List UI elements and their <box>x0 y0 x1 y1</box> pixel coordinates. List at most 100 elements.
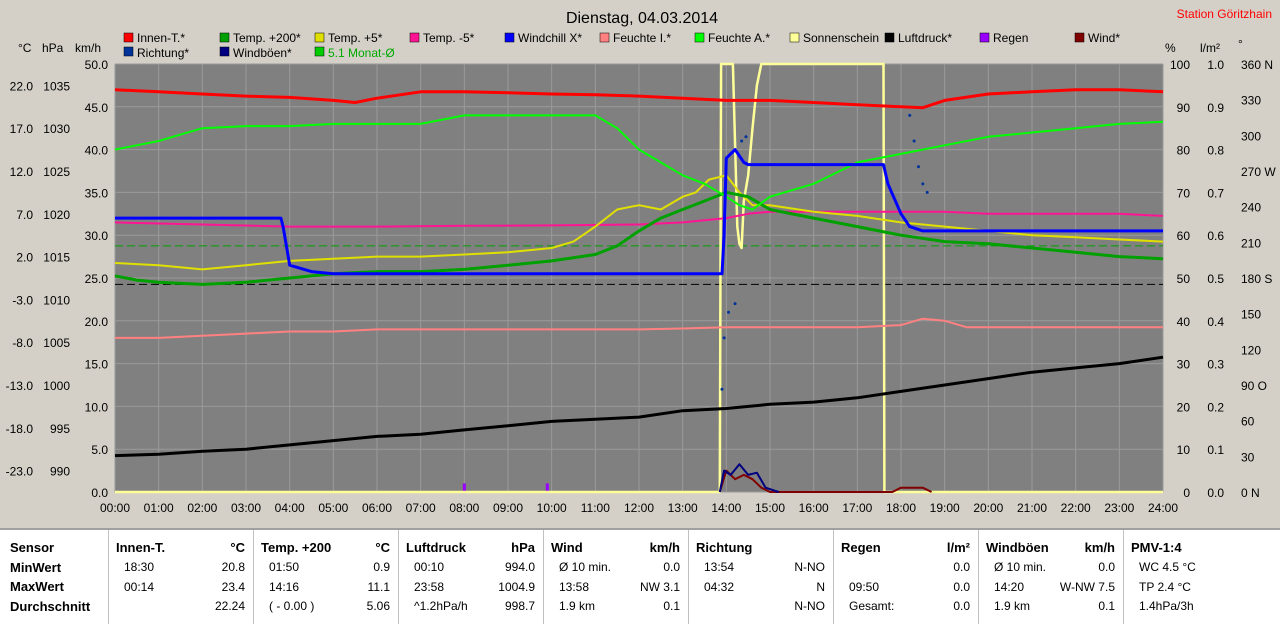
stats-cell-time: 04:32 <box>704 579 735 594</box>
pressure-tick: 1010 <box>43 293 70 307</box>
x-tick: 18:00 <box>886 501 916 515</box>
temp-tick: -8.0 <box>12 336 33 350</box>
direction-tick: 150 <box>1241 308 1261 322</box>
stats-cell-time: Ø 10 min. <box>994 560 1047 574</box>
wind-unit: km/h <box>75 41 101 55</box>
temp-tick: -18.0 <box>6 422 34 436</box>
x-tick: 13:00 <box>668 501 698 515</box>
x-tick: 08:00 <box>449 501 479 515</box>
rain-tick: 0.9 <box>1207 101 1224 115</box>
stats-column: Wind km/h Ø 10 min. 0.0 13:58 NW 3.1 1.9 km 0.1 <box>543 530 689 624</box>
x-tick: 03:00 <box>231 501 261 515</box>
humidity-tick: 70 <box>1177 186 1191 200</box>
stats-column-unit: °C <box>230 540 245 555</box>
legend-swatch <box>219 46 230 57</box>
series-line <box>114 190 1164 286</box>
stats-column-unit: °C <box>375 540 390 555</box>
wind-tick: 25.0 <box>85 272 109 286</box>
wind-tick: 50.0 <box>85 58 109 72</box>
rain-tick: 0.8 <box>1207 144 1224 158</box>
station-label: Station Göritzhain <box>1177 7 1272 21</box>
legend-label: Feuchte I.* <box>613 31 671 45</box>
x-tick: 20:00 <box>973 501 1003 515</box>
stats-cell-row: Ø 10 min. 0.0 <box>986 560 1115 578</box>
x-tick: 11:00 <box>581 501 610 515</box>
wind-tick: 45.0 <box>85 101 109 115</box>
rain-tick: 0.2 <box>1207 400 1224 414</box>
stats-cell-value: NW 3.1 <box>639 579 680 594</box>
legend-swatch <box>1074 32 1085 43</box>
pressure-tick: 1000 <box>43 379 70 393</box>
stats-cell-value: W-NW 7.5 <box>1059 579 1115 594</box>
direction-point <box>908 113 912 117</box>
stats-cell-value: N-NO <box>794 560 825 574</box>
temp-tick: -3.0 <box>12 293 33 307</box>
x-tick: 24:00 <box>1148 501 1178 515</box>
legend-label: Luftdruck* <box>898 31 952 45</box>
x-tick: 19:00 <box>930 501 960 515</box>
x-tick: 15:00 <box>755 501 785 515</box>
direction-tick: 330 <box>1241 94 1261 108</box>
stats-table: Sensor MinWert MaxWert Durchschnitt Inne… <box>0 528 1280 624</box>
rain-tick: 0.4 <box>1207 315 1224 329</box>
pressure-tick: 1030 <box>43 122 70 136</box>
humidity-unit: % <box>1165 41 1176 55</box>
stats-cell-row: 13:58 NW 3.1 <box>551 580 680 598</box>
stats-cell-row: 14:16 11.1 <box>261 580 390 598</box>
legend-label: Wind* <box>1088 31 1120 45</box>
direction-point <box>722 336 726 340</box>
wind-tick: 15.0 <box>85 358 109 372</box>
x-tick: 23:00 <box>1104 501 1134 515</box>
x-tick: 05:00 <box>318 501 348 515</box>
direction-tick: 180 S <box>1241 272 1272 286</box>
stats-column: Luftdruck hPa 00:10 994.0 23:58 1004.9 ^1.2hPa… <box>398 530 544 624</box>
series-line <box>718 463 780 493</box>
legend-swatch <box>599 32 610 43</box>
wind-tick: 30.0 <box>85 229 109 243</box>
stats-cell-row: N-NO <box>696 599 825 617</box>
temp-unit: °C <box>18 41 32 55</box>
stats-cell-time: TP 2.4 °C <box>1139 579 1191 594</box>
legend-swatch <box>314 46 325 57</box>
humidity-tick: 80 <box>1177 144 1191 158</box>
series-line <box>115 148 1163 276</box>
stats-column-title: Temp. +200 <box>261 540 332 555</box>
stats-cell-row: 22.24 <box>116 599 245 617</box>
stats-column-unit: hPa <box>511 540 535 555</box>
rain-tick: 0.3 <box>1207 358 1224 372</box>
direction-tick: 270 W <box>1241 165 1276 179</box>
stats-cell-time: 01:50 <box>269 560 300 574</box>
x-tick: 09:00 <box>493 501 523 515</box>
durchschnitt-label: Durchschnitt <box>10 599 91 614</box>
rain-tick: 0.7 <box>1207 186 1224 200</box>
weather-chart: Dienstag, 04.03.2014 Station Göritzhain In… <box>5 7 1277 515</box>
rain-bar <box>545 483 549 492</box>
chart-svg: Dienstag, 04.03.2014 Station Göritzhain In… <box>6 7 1277 515</box>
direction-point <box>727 310 731 314</box>
direction-tick: 360 N <box>1241 58 1273 72</box>
direction-point <box>720 387 724 391</box>
stats-column-unit: km/h <box>649 540 680 555</box>
pressure-tick: 1015 <box>43 251 70 265</box>
stats-cell-time: 00:14 <box>124 579 155 594</box>
stats-column: Windböen km/h Ø 10 min. 0.0 14:20 W-NW 7.5 1.9… <box>978 530 1124 624</box>
dir-unit: ° <box>1238 37 1243 51</box>
x-tick: 04:00 <box>275 501 305 515</box>
x-tick: 21:00 <box>1017 501 1047 515</box>
legend-swatch <box>123 32 134 43</box>
stats-cell-row: 23:58 1004.9 <box>406 580 535 598</box>
x-tick: 22:00 <box>1061 501 1091 515</box>
x-tick: 16:00 <box>799 501 829 515</box>
stats-cell-value: 0.0 <box>663 560 680 574</box>
x-tick: 07:00 <box>406 501 436 515</box>
stats-cell-value: 0.1 <box>663 599 680 613</box>
legend-label: Temp. +200* <box>233 31 301 45</box>
rain-tick: 0.1 <box>1207 443 1224 457</box>
stats-cell-row: 09:50 0.0 <box>841 580 970 598</box>
rain-bar <box>462 483 466 492</box>
stats-cell-row: Gesamt: 0.0 <box>841 599 970 617</box>
stats-cell-row: ( - 0.00 ) 5.06 <box>261 599 390 617</box>
pressure-tick: 990 <box>50 465 70 479</box>
stats-cell-time: 23:58 <box>414 579 445 594</box>
stats-cell-value: 0.1 <box>1098 599 1115 613</box>
